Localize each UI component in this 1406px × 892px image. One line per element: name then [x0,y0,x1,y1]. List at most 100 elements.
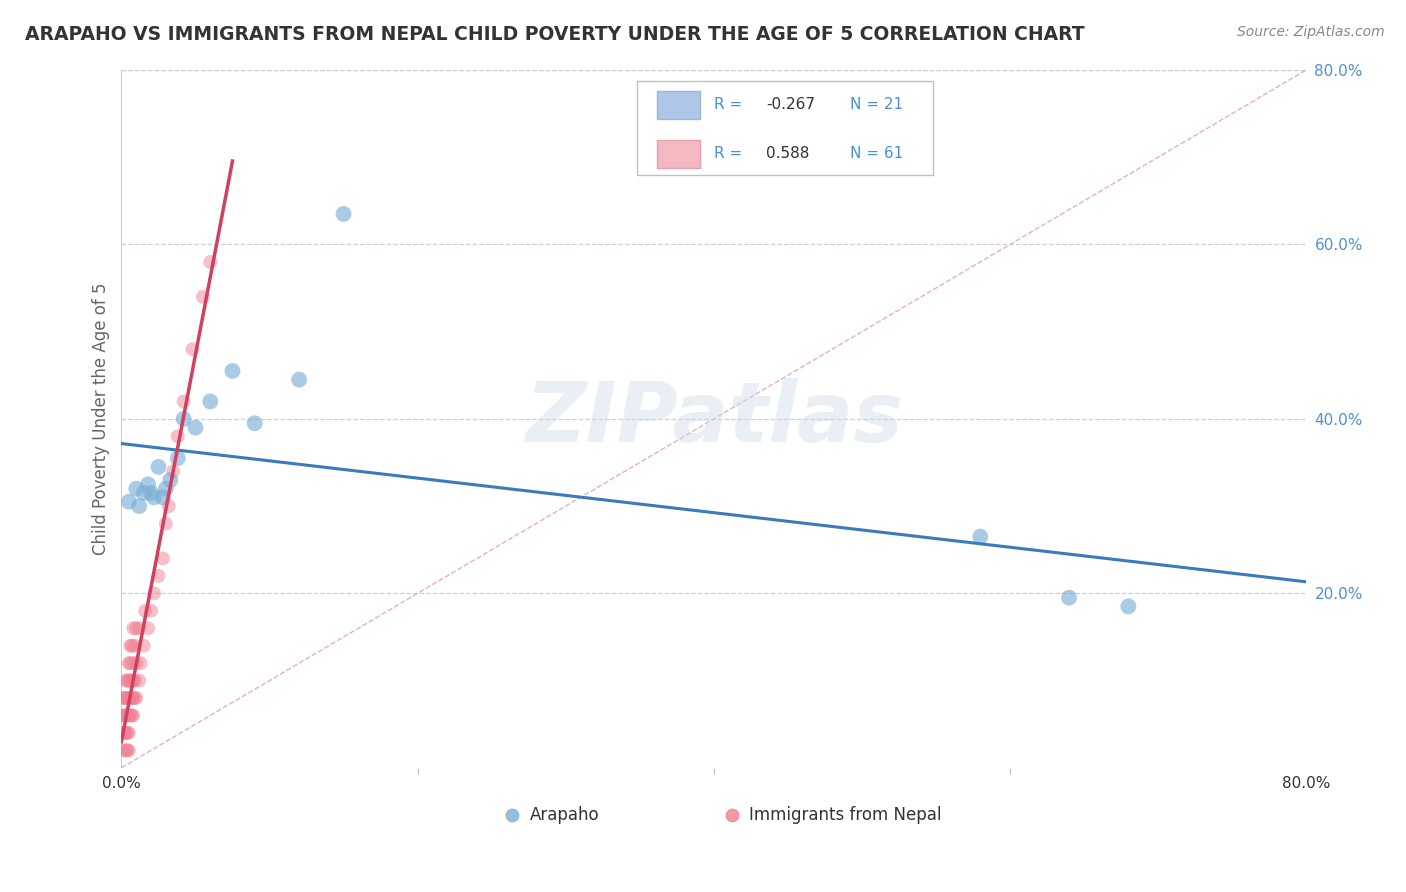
Point [117,673,139,688]
Point [120,691,142,706]
Point [118,743,141,757]
Point [243,417,266,431]
Bar [657,140,700,168]
Point [115,743,138,757]
Text: Arapaho: Arapaho [530,806,600,824]
Point [139,604,162,618]
Point [166,429,188,443]
Point [191,290,214,304]
Point [155,516,177,531]
Point [1118,599,1140,614]
Point [117,743,139,757]
Point [115,691,138,706]
Point [121,673,143,688]
Y-axis label: Child Poverty Under the Age of 5: Child Poverty Under the Age of 5 [93,283,110,555]
Bar [657,91,700,119]
Point [136,477,159,491]
Point [599,820,621,834]
Point [122,621,145,635]
Point [122,708,145,723]
Point [332,207,354,221]
Point [221,364,243,378]
Point [125,691,148,706]
Point [166,451,188,466]
Point [132,486,155,500]
Point [181,342,204,356]
Point [111,708,134,723]
Point [152,551,174,566]
Point [117,726,139,740]
Point [125,656,148,670]
Text: -0.267: -0.267 [766,97,815,112]
Point [124,673,146,688]
Text: R =: R = [714,97,747,112]
Point [124,639,146,653]
Text: R =: R = [714,146,747,161]
Point [117,708,139,723]
FancyBboxPatch shape [637,80,934,175]
Point [129,656,152,670]
Point [120,656,142,670]
Point [128,673,150,688]
Point [173,412,195,426]
Point [122,673,145,688]
Point [117,691,139,706]
Point [155,482,177,496]
Point [118,656,141,670]
Point [173,394,195,409]
Text: 0.588: 0.588 [766,146,810,161]
Point [148,569,170,583]
Point [969,530,991,544]
Point [122,691,145,706]
Text: ARAPAHO VS IMMIGRANTS FROM NEPAL CHILD POVERTY UNDER THE AGE OF 5 CORRELATION CH: ARAPAHO VS IMMIGRANTS FROM NEPAL CHILD P… [25,25,1085,44]
Point [121,639,143,653]
Point [200,255,222,269]
Point [112,691,135,706]
Point [111,691,134,706]
Point [121,708,143,723]
Point [162,464,184,478]
Point [122,656,145,670]
Point [288,373,311,387]
Point [125,621,148,635]
Point [120,708,142,723]
Point [118,726,141,740]
Point [152,491,174,505]
Point [112,743,135,757]
Point [184,420,207,434]
Point [111,726,134,740]
Point [121,691,143,706]
Text: ZIPatlas: ZIPatlas [524,378,903,459]
Text: Source: ZipAtlas.com: Source: ZipAtlas.com [1237,25,1385,39]
Point [120,639,142,653]
Point [128,621,150,635]
Point [118,673,141,688]
Point [115,708,138,723]
Point [115,673,138,688]
Point [112,708,135,723]
Point [134,604,156,618]
Point [200,394,222,409]
Text: N = 61: N = 61 [851,146,903,161]
Point [118,691,141,706]
Text: N = 21: N = 21 [851,97,903,112]
Point [112,726,135,740]
Point [143,491,166,505]
Point [132,639,155,653]
Point [124,691,146,706]
Point [118,708,141,723]
Text: Immigrants from Nepal: Immigrants from Nepal [749,806,942,824]
Point [125,482,148,496]
Point [159,473,181,487]
Point [118,495,141,509]
Point [157,499,180,513]
Point [148,459,170,474]
Point [143,586,166,600]
Point [136,621,159,635]
Point [115,726,138,740]
Point [139,486,162,500]
Point [120,673,142,688]
Point [1057,591,1080,605]
Point [128,499,150,513]
Point [873,820,896,834]
